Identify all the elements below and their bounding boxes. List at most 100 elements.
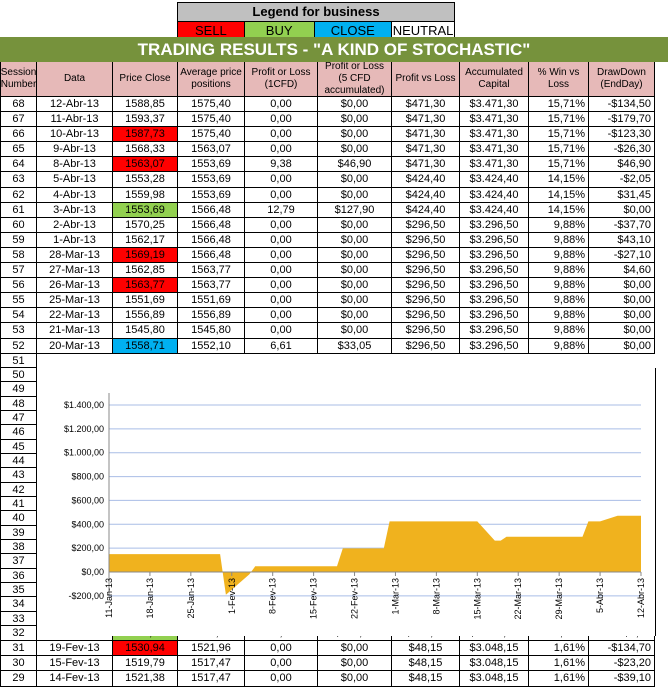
- row-number[interactable]: 43: [0, 468, 37, 483]
- table-cell[interactable]: $4,60: [589, 263, 655, 279]
- table-cell[interactable]: 0,00: [245, 97, 318, 113]
- table-cell[interactable]: -$179,70: [589, 112, 655, 128]
- table-cell[interactable]: $3.296,50: [460, 263, 529, 279]
- table-cell[interactable]: 1566,48: [178, 217, 245, 233]
- table-cell[interactable]: 0,00: [245, 187, 318, 203]
- table-cell[interactable]: 1553,69: [178, 157, 245, 173]
- table-cell[interactable]: $3.471,30: [460, 157, 529, 173]
- table-cell[interactable]: $33,05: [318, 338, 392, 354]
- table-cell[interactable]: $0,00: [318, 656, 392, 672]
- table-cell[interactable]: $0,00: [318, 671, 392, 687]
- table-cell[interactable]: $296,50: [392, 263, 460, 279]
- table-cell[interactable]: 0,00: [245, 232, 318, 248]
- table-cell[interactable]: 20-Mar-13: [37, 338, 113, 354]
- table-cell[interactable]: $0,00: [318, 263, 392, 279]
- table-cell[interactable]: 62: [0, 187, 37, 203]
- table-cell[interactable]: $471,30: [392, 112, 460, 128]
- table-cell[interactable]: $0,00: [589, 323, 655, 339]
- table-cell[interactable]: $0,00: [318, 641, 392, 657]
- table-cell[interactable]: -$134,70: [589, 641, 655, 657]
- row-number[interactable]: 42: [0, 482, 37, 498]
- table-cell[interactable]: $296,50: [392, 247, 460, 264]
- table-cell[interactable]: $48,15: [392, 671, 460, 687]
- table-cell[interactable]: $3.471,30: [460, 112, 529, 128]
- table-cell[interactable]: 22-Mar-13: [37, 308, 113, 324]
- table-cell[interactable]: $43,10: [589, 232, 655, 248]
- table-cell[interactable]: -$123,30: [589, 127, 655, 143]
- table-cell[interactable]: $3.048,15: [460, 656, 529, 672]
- row-number[interactable]: 45: [0, 439, 37, 454]
- table-cell[interactable]: 52: [0, 338, 37, 354]
- table-cell[interactable]: 9,88%: [529, 323, 589, 339]
- table-cell[interactable]: 12-Abr-13: [37, 97, 113, 113]
- table-cell[interactable]: 19-Fev-13: [37, 641, 113, 657]
- table-cell[interactable]: $0,00: [318, 232, 392, 248]
- table-cell[interactable]: 1,61%: [529, 641, 589, 657]
- table-cell[interactable]: 1521,38: [113, 671, 178, 687]
- table-cell[interactable]: $3.296,50: [460, 308, 529, 324]
- table-cell[interactable]: 67: [0, 112, 37, 128]
- table-cell[interactable]: 9,88%: [529, 293, 589, 309]
- table-cell[interactable]: 53: [0, 323, 37, 339]
- table-cell[interactable]: 1563,07: [113, 157, 178, 173]
- table-cell[interactable]: 1587,73: [113, 127, 178, 143]
- table-cell[interactable]: 15,71%: [529, 97, 589, 113]
- table-cell[interactable]: 1517,47: [178, 671, 245, 687]
- table-cell[interactable]: $0,00: [318, 323, 392, 339]
- table-cell[interactable]: $3.048,15: [460, 671, 529, 687]
- table-cell[interactable]: $0,00: [318, 112, 392, 128]
- table-cell[interactable]: $296,50: [392, 278, 460, 294]
- table-cell[interactable]: $3.424,40: [460, 187, 529, 203]
- table-cell[interactable]: 1553,69: [178, 187, 245, 203]
- table-cell[interactable]: 65: [0, 142, 37, 158]
- table-cell[interactable]: 0,00: [245, 217, 318, 233]
- table-cell[interactable]: 1556,89: [113, 308, 178, 324]
- table-cell[interactable]: 14,15%: [529, 187, 589, 203]
- row-number[interactable]: 41: [0, 497, 37, 512]
- table-cell[interactable]: 1566,48: [178, 202, 245, 218]
- table-cell[interactable]: 9,88%: [529, 263, 589, 279]
- table-cell[interactable]: 9,88%: [529, 232, 589, 248]
- table-cell[interactable]: 1552,10: [178, 338, 245, 354]
- table-cell[interactable]: $3.296,50: [460, 247, 529, 264]
- table-cell[interactable]: 0,00: [245, 263, 318, 279]
- table-cell[interactable]: 1545,80: [113, 323, 178, 339]
- table-cell[interactable]: 15-Fev-13: [37, 656, 113, 672]
- row-number[interactable]: 39: [0, 525, 37, 541]
- table-cell[interactable]: 1551,69: [113, 293, 178, 309]
- table-cell[interactable]: $0,00: [318, 172, 392, 188]
- table-cell[interactable]: 1563,07: [178, 142, 245, 158]
- table-cell[interactable]: $0,00: [318, 187, 392, 203]
- table-cell[interactable]: 15,71%: [529, 157, 589, 173]
- row-number[interactable]: 38: [0, 540, 37, 555]
- table-cell[interactable]: $0,00: [589, 308, 655, 324]
- table-cell[interactable]: $0,00: [318, 247, 392, 264]
- table-cell[interactable]: 0,00: [245, 247, 318, 264]
- table-cell[interactable]: 1-Abr-13: [37, 232, 113, 248]
- table-cell[interactable]: $296,50: [392, 308, 460, 324]
- table-cell[interactable]: $3.296,50: [460, 217, 529, 233]
- table-cell[interactable]: $3.471,30: [460, 142, 529, 158]
- table-cell[interactable]: $0,00: [318, 217, 392, 233]
- table-cell[interactable]: 0,00: [245, 112, 318, 128]
- table-cell[interactable]: 10-Abr-13: [37, 127, 113, 143]
- table-cell[interactable]: 0,00: [245, 127, 318, 143]
- table-cell[interactable]: $471,30: [392, 157, 460, 173]
- row-number[interactable]: 33: [0, 611, 37, 627]
- table-cell[interactable]: 9-Abr-13: [37, 142, 113, 158]
- table-cell[interactable]: 32: [0, 626, 37, 642]
- table-cell[interactable]: 4-Abr-13: [37, 187, 113, 203]
- table-cell[interactable]: 0,00: [245, 656, 318, 672]
- row-number[interactable]: 40: [0, 511, 37, 526]
- row-number[interactable]: 35: [0, 583, 37, 598]
- table-cell[interactable]: 59: [0, 232, 37, 248]
- table-cell[interactable]: $48,15: [392, 641, 460, 657]
- table-cell[interactable]: 1570,25: [113, 217, 178, 233]
- table-cell[interactable]: $3.424,40: [460, 202, 529, 218]
- table-cell[interactable]: 1559,98: [113, 187, 178, 203]
- table-cell[interactable]: $3.296,50: [460, 338, 529, 354]
- table-cell[interactable]: 14-Fev-13: [37, 671, 113, 687]
- table-cell[interactable]: 0,00: [245, 278, 318, 294]
- table-cell[interactable]: 54: [0, 308, 37, 324]
- row-number[interactable]: 48: [0, 396, 37, 411]
